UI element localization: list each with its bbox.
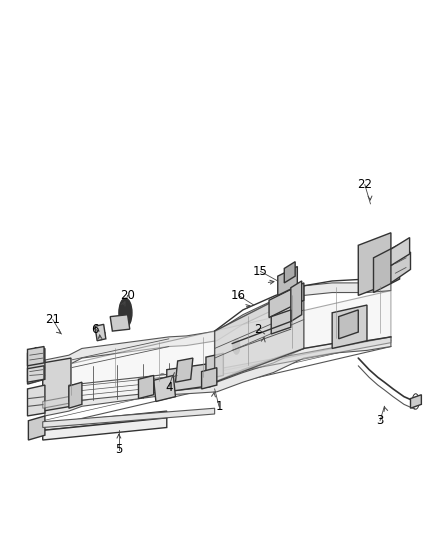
- Polygon shape: [291, 281, 302, 321]
- Circle shape: [142, 377, 151, 397]
- Polygon shape: [391, 238, 410, 265]
- Polygon shape: [110, 314, 130, 331]
- Polygon shape: [339, 310, 358, 339]
- Text: 4: 4: [165, 381, 173, 393]
- Polygon shape: [206, 353, 223, 379]
- Polygon shape: [391, 252, 410, 283]
- Polygon shape: [201, 368, 217, 389]
- Polygon shape: [332, 305, 367, 349]
- Text: 15: 15: [253, 265, 268, 278]
- Polygon shape: [43, 408, 215, 427]
- Text: 20: 20: [120, 289, 135, 302]
- Circle shape: [205, 369, 214, 388]
- Polygon shape: [43, 418, 167, 440]
- Text: 3: 3: [376, 414, 384, 427]
- Polygon shape: [69, 382, 82, 408]
- Polygon shape: [28, 416, 45, 440]
- Polygon shape: [43, 337, 391, 408]
- Polygon shape: [374, 244, 399, 293]
- Polygon shape: [269, 283, 304, 318]
- Circle shape: [157, 374, 168, 397]
- Polygon shape: [28, 366, 44, 382]
- Circle shape: [233, 339, 240, 354]
- Polygon shape: [28, 385, 45, 416]
- Circle shape: [119, 298, 132, 327]
- Text: 16: 16: [231, 289, 246, 302]
- Polygon shape: [176, 358, 193, 382]
- Polygon shape: [28, 349, 45, 384]
- Polygon shape: [43, 411, 167, 430]
- Polygon shape: [43, 358, 71, 411]
- Polygon shape: [167, 363, 215, 392]
- Polygon shape: [28, 346, 44, 366]
- Polygon shape: [45, 281, 391, 370]
- Polygon shape: [45, 337, 391, 416]
- Text: 2: 2: [254, 322, 262, 336]
- Polygon shape: [45, 290, 391, 406]
- Text: 5: 5: [115, 443, 123, 456]
- Polygon shape: [138, 375, 154, 399]
- Circle shape: [71, 385, 80, 405]
- Polygon shape: [284, 262, 295, 283]
- Polygon shape: [271, 310, 291, 334]
- Text: 1: 1: [215, 400, 223, 413]
- Polygon shape: [69, 370, 210, 401]
- Text: 21: 21: [45, 313, 60, 326]
- Polygon shape: [215, 286, 304, 382]
- Polygon shape: [358, 233, 391, 295]
- Text: 22: 22: [357, 178, 372, 191]
- Polygon shape: [154, 375, 176, 401]
- Polygon shape: [278, 266, 297, 295]
- Text: 6: 6: [91, 322, 99, 336]
- Polygon shape: [410, 395, 421, 408]
- Polygon shape: [95, 325, 106, 341]
- Circle shape: [122, 306, 128, 319]
